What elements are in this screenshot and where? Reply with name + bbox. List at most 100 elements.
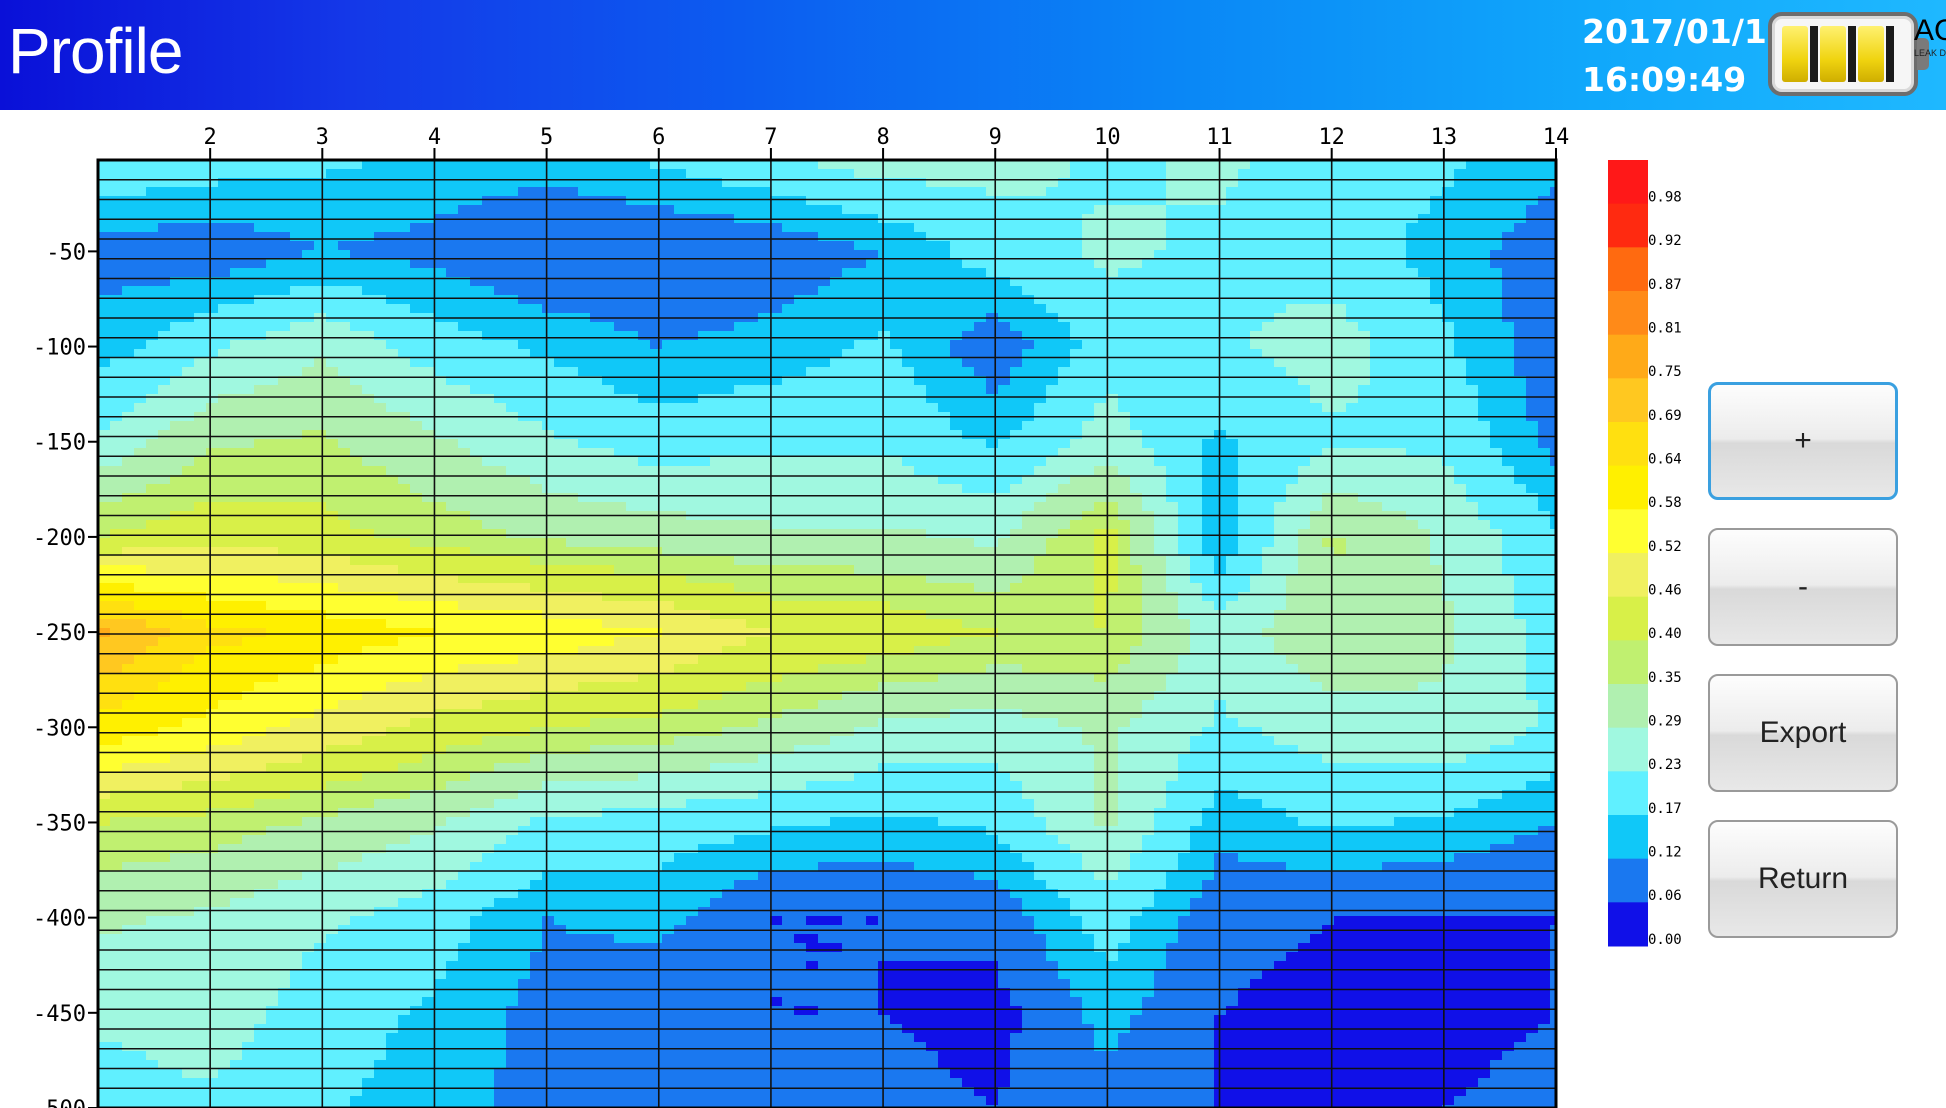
- contour-cell: [1490, 160, 1503, 170]
- contour-cell: [1394, 331, 1407, 341]
- contour-cell: [350, 241, 363, 251]
- contour-cell: [962, 205, 975, 215]
- contour-cell: [506, 439, 519, 449]
- contour-cell: [1322, 169, 1335, 179]
- contour-cell: [1418, 376, 1431, 386]
- contour-cell: [770, 385, 783, 395]
- contour-cell: [326, 187, 339, 197]
- contour-cell: [1166, 484, 1179, 494]
- contour-cell: [854, 385, 867, 395]
- contour-cell: [194, 259, 207, 269]
- contour-cell: [662, 169, 675, 179]
- contour-cell: [986, 385, 999, 395]
- contour-cell: [266, 457, 279, 467]
- contour-cell: [650, 196, 663, 206]
- contour-cell: [578, 277, 591, 287]
- contour-cell: [98, 178, 111, 188]
- contour-cell: [1454, 268, 1467, 278]
- contour-cell: [818, 484, 831, 494]
- contour-cell: [518, 448, 531, 458]
- contour-cell: [1202, 304, 1215, 314]
- contour-cell: [1298, 196, 1311, 206]
- contour-cell: [1406, 268, 1419, 278]
- contour-cell: [1058, 286, 1071, 296]
- contour-cell: [698, 448, 711, 458]
- contour-cell: [998, 376, 1011, 386]
- contour-cell: [914, 475, 927, 485]
- contour-cell: [554, 520, 567, 530]
- contour-cell: [494, 448, 507, 458]
- contour-cell: [530, 232, 543, 242]
- contour-cell: [1346, 385, 1359, 395]
- contour-cell: [398, 268, 411, 278]
- contour-cell: [1346, 286, 1359, 296]
- contour-cell: [662, 196, 675, 206]
- contour-cell: [1094, 358, 1107, 368]
- contour-cell: [1322, 295, 1335, 305]
- contour-cell: [482, 394, 495, 404]
- contour-cell: [1118, 187, 1131, 197]
- contour-cell: [446, 259, 459, 269]
- contour-cell: [1226, 268, 1239, 278]
- contour-cell: [1466, 241, 1479, 251]
- contour-cell: [314, 169, 327, 179]
- contour-cell: [938, 223, 951, 233]
- contour-cell: [794, 286, 807, 296]
- contour-cell: [746, 286, 759, 296]
- contour-cell: [386, 475, 399, 485]
- contour-cell: [878, 493, 891, 503]
- contour-cell: [1238, 331, 1251, 341]
- contour-cell: [1238, 502, 1251, 512]
- contour-cell: [206, 196, 219, 206]
- contour-cell: [1106, 385, 1119, 395]
- contour-cell: [1130, 520, 1143, 530]
- contour-cell: [1142, 358, 1155, 368]
- contour-cell: [902, 169, 915, 179]
- contour-cell: [710, 394, 723, 404]
- contour-cell: [194, 268, 207, 278]
- contour-cell: [974, 241, 987, 251]
- contour-cell: [1034, 295, 1047, 305]
- contour-cell: [578, 178, 591, 188]
- contour-cell: [770, 448, 783, 458]
- contour-cell: [1226, 493, 1239, 503]
- contour-cell: [866, 385, 879, 395]
- contour-cell: [554, 403, 567, 413]
- contour-cell: [218, 169, 231, 179]
- contour-cell: [1382, 250, 1395, 260]
- contour-cell: [926, 430, 939, 440]
- contour-cell: [542, 322, 555, 332]
- contour-cell: [566, 448, 579, 458]
- contour-cell: [1550, 286, 1557, 296]
- contour-cell: [1382, 286, 1395, 296]
- contour-cell: [1406, 493, 1419, 503]
- contour-cell: [1094, 169, 1107, 179]
- contour-cell: [854, 268, 867, 278]
- contour-cell: [1034, 349, 1047, 359]
- contour-cell: [1262, 268, 1275, 278]
- contour-cell: [938, 502, 951, 512]
- contour-cell: [1310, 205, 1323, 215]
- contour-cell: [806, 403, 819, 413]
- contour-cell: [758, 448, 771, 458]
- contour-cell: [518, 376, 531, 386]
- contour-cell: [818, 466, 831, 476]
- contour-cell: [1514, 178, 1527, 188]
- contour-cell: [566, 277, 579, 287]
- contour-cell: [122, 295, 135, 305]
- contour-cell: [446, 232, 459, 242]
- contour-cell: [1298, 493, 1311, 503]
- contour-cell: [926, 295, 939, 305]
- contour-cell: [182, 178, 195, 188]
- contour-cell: [314, 331, 327, 341]
- contour-cell: [182, 520, 195, 530]
- contour-cell: [1154, 268, 1167, 278]
- contour-cell: [446, 439, 459, 449]
- contour-cell: [326, 502, 339, 512]
- profile-contour-chart: 2 3 4 5 6 7 8 9 10 11 12 13 14-50-100-150-200-250-30…: [33, 125, 1682, 1108]
- contour-cell: [1058, 448, 1071, 458]
- contour-cell: [1262, 493, 1275, 503]
- contour-cell: [134, 439, 147, 449]
- contour-cell: [1418, 295, 1431, 305]
- contour-cell: [458, 295, 471, 305]
